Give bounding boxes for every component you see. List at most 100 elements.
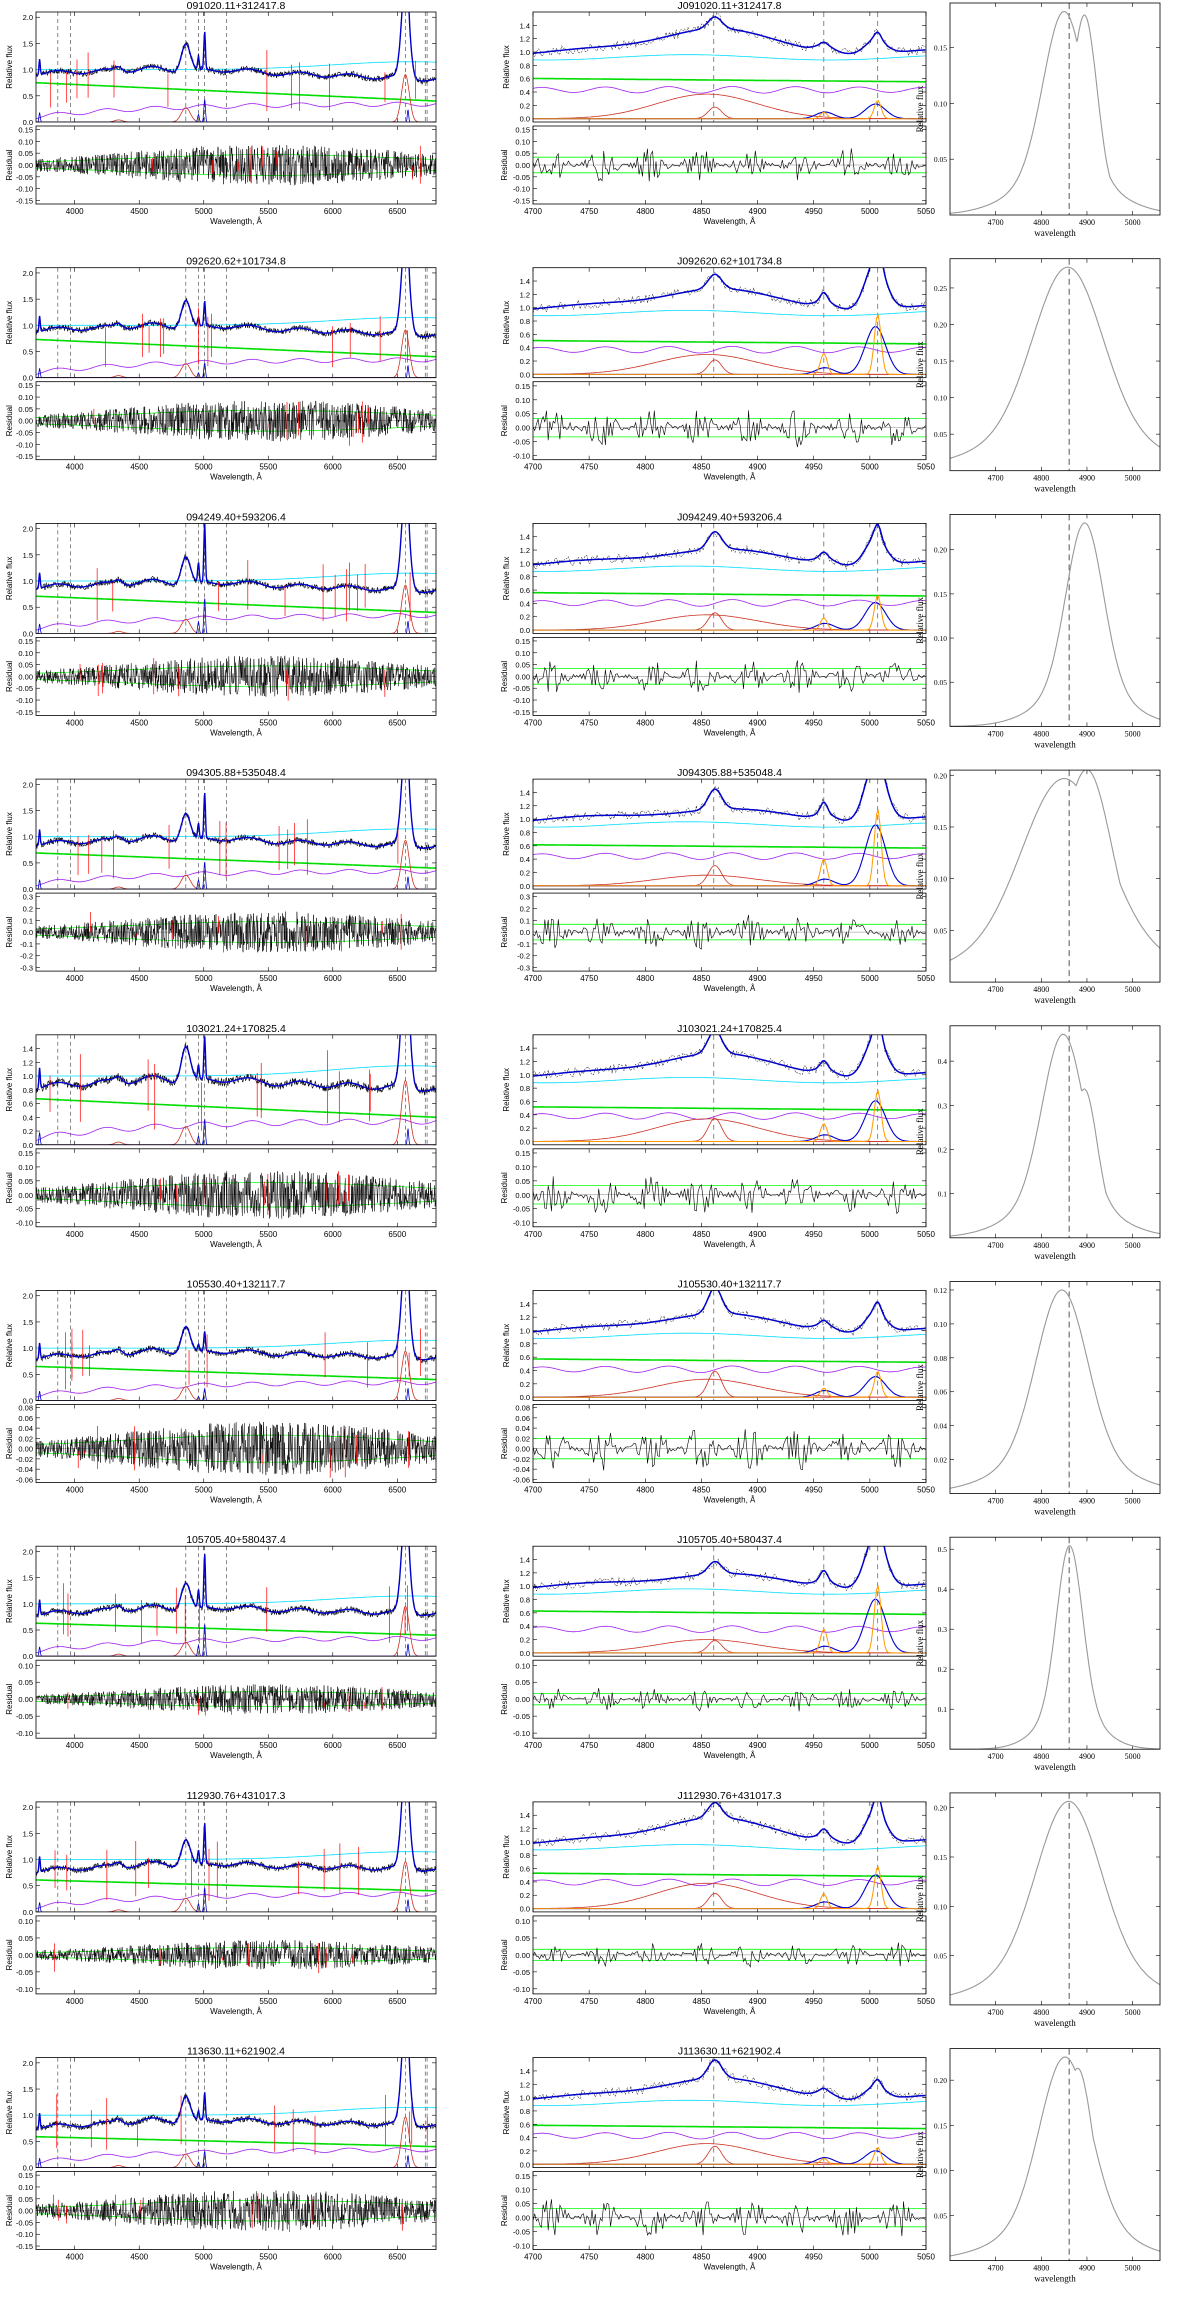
y-axis-label: Relative flux	[5, 557, 14, 601]
plot-frame	[35, 637, 437, 716]
x-axis-label: Wavelength, Å	[704, 1751, 756, 1760]
full-title: 112930.76+431017.3	[187, 1790, 286, 1802]
residual-plot-area	[36, 1684, 436, 1716]
x-tick-label: 4700	[988, 1241, 1004, 1250]
x-tick-label: 4700	[988, 2008, 1004, 2017]
x-axis-label: Wavelength, Å	[704, 473, 756, 482]
plot-frame	[35, 1915, 437, 1995]
residual-series	[533, 1688, 926, 1712]
residual-series	[533, 1429, 926, 1471]
x-tick-label: 4850	[693, 207, 711, 216]
full-title: 105705.40+580437.4	[186, 1534, 286, 1546]
x-tick-label: 4800	[636, 1997, 654, 2006]
y-tick-label: 2.0	[23, 13, 33, 22]
y-axis-label: Residual	[500, 2195, 509, 2226]
y-tick-label: 0.8	[520, 1340, 530, 1349]
x-tick-label: 4750	[580, 2253, 598, 2262]
plot-frame	[949, 1281, 1161, 1494]
y-tick-label: -0.05	[16, 1205, 33, 1214]
x-tick-label: 5000	[1125, 474, 1141, 483]
x-tick-label: 6500	[388, 1997, 406, 2006]
y-tick-label: 0.2	[938, 1145, 948, 1154]
y-tick-label: 1.4	[520, 21, 530, 30]
y-tick-label: -0.1	[517, 940, 530, 949]
y-tick-label: 0.05	[515, 410, 530, 419]
y-tick-label: 0.05	[934, 678, 947, 687]
residual-plot-area	[36, 1171, 436, 1219]
y-tick-label: 0.2	[520, 1124, 530, 1133]
full-title: 092620.62+101734.8	[186, 256, 286, 268]
x-axis-label: Wavelength, Å	[704, 728, 756, 737]
observed-series	[36, 267, 436, 340]
y-tick-label: 0.05	[515, 1678, 530, 1687]
host-series	[533, 599, 926, 607]
x-tick-label: 6000	[324, 974, 342, 983]
host-series	[36, 613, 436, 631]
x-tick-label: 4800	[1033, 2008, 1049, 2017]
model-series	[533, 1546, 926, 1589]
x-tick-label: 5000	[195, 1486, 213, 1495]
x-axis-label: wavelength	[1034, 995, 1076, 1005]
continuum-series	[533, 339, 926, 345]
y-tick-label: 0.02	[18, 1434, 33, 1443]
x-tick-label: 4750	[580, 974, 598, 983]
broad-component-series	[533, 93, 926, 120]
x-tick-label: 4750	[580, 207, 598, 216]
y-tick-label: 0.4	[23, 1113, 33, 1122]
y-tick-label: 0.15	[934, 44, 947, 53]
y-tick-label: 0.6	[520, 2120, 530, 2129]
host-series	[533, 2131, 926, 2140]
x-tick-label: 4000	[66, 1230, 84, 1239]
y-axis-label: Relative flux	[5, 301, 14, 345]
y-tick-label: 0.6	[520, 330, 530, 339]
plot-frame	[532, 1404, 927, 1483]
y-tick-label: 2.0	[23, 269, 33, 278]
y-tick-label: 1.2	[23, 1058, 33, 1067]
y-tick-label: 0.15	[934, 823, 947, 832]
x-tick-label: 4950	[805, 1486, 823, 1495]
x-axis-label: Wavelength, Å	[704, 2263, 756, 2272]
y-tick-label: -0.10	[16, 2230, 33, 2239]
x-tick-label: 6000	[324, 718, 342, 727]
y-tick-label: -0.2	[20, 952, 33, 961]
plot-frame	[35, 1148, 437, 1228]
residual-plot-area	[36, 911, 436, 953]
x-tick-label: 4750	[580, 1741, 598, 1750]
y-tick-label: 0.05	[18, 1177, 33, 1186]
x-tick-label: 6500	[388, 718, 406, 727]
x-tick-label: 5000	[1125, 1497, 1141, 1506]
host-series	[36, 101, 436, 120]
y-tick-label: 0.0	[23, 2164, 33, 2173]
x-tick-label: 6500	[388, 463, 406, 472]
y-axis-label: Relative flux	[915, 341, 925, 388]
y-tick-label: 0.20	[934, 320, 947, 329]
y-tick-label: 0.2	[520, 868, 530, 877]
y-tick-label: 0.4	[520, 1111, 530, 1120]
x-tick-label: 4700	[988, 218, 1004, 227]
x-tick-label: 4700	[988, 729, 1004, 738]
x-tick-label: 4950	[805, 1997, 823, 2006]
profile-series	[950, 770, 1160, 961]
y-tick-label: 0.10	[18, 1661, 33, 1670]
plot-frame	[949, 514, 1161, 727]
x-tick-label: 5500	[259, 2253, 277, 2262]
y-tick-label: 0.15	[934, 590, 947, 599]
y-tick-label: 0.10	[934, 1320, 947, 1329]
x-tick-label: 4800	[1033, 1752, 1049, 1761]
x-tick-label: 4950	[805, 718, 823, 727]
x-tick-label: 4800	[1033, 1241, 1049, 1250]
continuum-series	[533, 844, 926, 849]
y-tick-label: 1.4	[520, 277, 530, 286]
y-tick-label: 0.4	[520, 599, 530, 608]
y-tick-label: 0.06	[18, 1414, 33, 1423]
y-tick-label: 0.1	[938, 1705, 948, 1714]
y-tick-label: 1.0	[23, 1600, 33, 1609]
x-tick-label: 5500	[259, 207, 277, 216]
x-tick-label: 5500	[259, 974, 277, 983]
model-series	[36, 523, 436, 594]
y-axis-label: Relative flux	[5, 45, 14, 89]
x-axis-label: Wavelength, Å	[704, 984, 756, 993]
y-tick-label: 0.2	[23, 1127, 33, 1136]
narrow-component-series	[533, 1090, 926, 1142]
y-tick-label: 0.02	[515, 1434, 530, 1443]
